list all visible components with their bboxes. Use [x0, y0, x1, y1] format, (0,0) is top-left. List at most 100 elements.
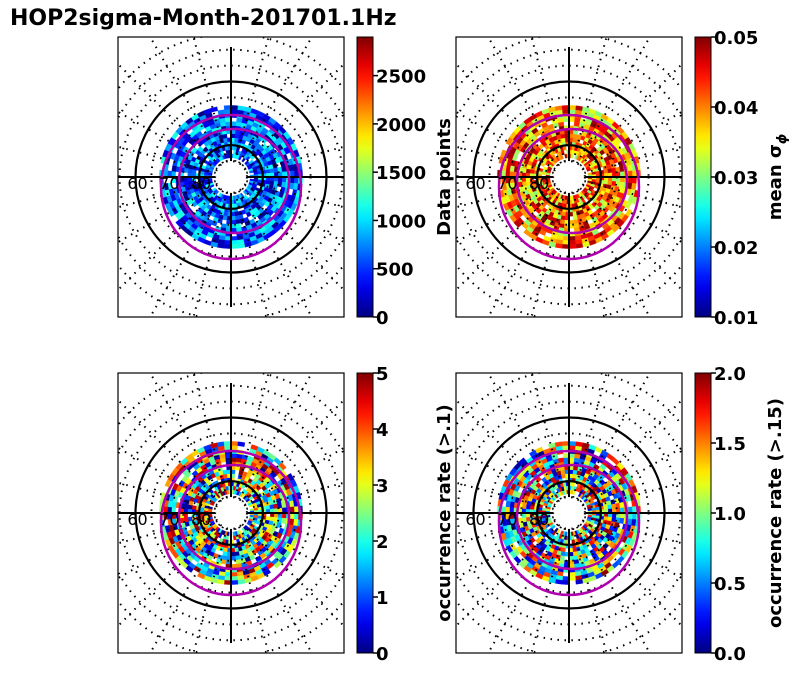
- heatmap-cell: [561, 441, 570, 446]
- colorbar: [356, 372, 374, 654]
- heatmap-cell: [570, 153, 574, 159]
- heatmap-cell: [572, 551, 578, 557]
- colorbar-tick-label: 0.02: [714, 238, 758, 259]
- heatmap-cell: [234, 211, 239, 217]
- heatmap-cell: [210, 106, 218, 113]
- meridian-dotted: [192, 373, 228, 498]
- meridian-dotted: [488, 38, 562, 164]
- heatmap-cell: [572, 211, 577, 217]
- heatmap-cell: [568, 441, 577, 446]
- meridian-dotted: [118, 523, 221, 627]
- heatmap-cell: [554, 243, 563, 249]
- latitude-dotted-circle: [214, 160, 248, 194]
- latitude-label: 70: [497, 510, 517, 529]
- heatmap-cell: [572, 215, 578, 221]
- latitude-label: 80: [529, 510, 549, 529]
- oval-boundary-inner: [177, 463, 291, 571]
- heatmap-cell: [197, 572, 206, 580]
- panel-plot-area: 60 70 80: [456, 37, 682, 317]
- meridian-dotted: [572, 37, 608, 162]
- heatmap-cell: [273, 560, 282, 569]
- meridian-dotted: [234, 37, 270, 162]
- colorbar-tick-label: 0.0: [714, 644, 746, 665]
- latitude-label: 80: [191, 510, 211, 529]
- latitude-dotted-circle: [214, 496, 248, 530]
- heatmap-cell: [611, 503, 617, 509]
- latitude-label: 60: [127, 510, 147, 529]
- panel-frame: [455, 36, 683, 318]
- heatmap-cell: [223, 244, 232, 249]
- heatmap-cell: [560, 133, 566, 139]
- meridian-dotted: [576, 190, 650, 316]
- colorbar-tick-label: 1.0: [714, 504, 746, 525]
- heatmap-cell: [575, 441, 584, 447]
- colorbar-tick-label: 2.0: [714, 364, 746, 385]
- latitude-label: 70: [497, 174, 517, 193]
- heatmap-cell: [217, 109, 225, 115]
- colorbar: [694, 372, 712, 654]
- meridian-dotted: [192, 192, 228, 317]
- colorbar-tick-label: 5: [376, 364, 389, 385]
- meridian-dotted: [234, 528, 270, 653]
- panel-frame: [117, 36, 345, 318]
- heatmap-cell: [223, 441, 232, 446]
- figure-title: HOP2sigma-Month-201701.1Hz: [10, 6, 397, 31]
- heatmap-cell: [269, 504, 275, 510]
- panel-3: 60 70 80 0 1 2 3 4 5 occurrence rate (>.1): [117, 364, 455, 665]
- heatmap-cell: [216, 441, 225, 447]
- meridian-dotted: [150, 38, 224, 164]
- meridian-dotted: [456, 187, 559, 291]
- heatmap-cell: [561, 137, 566, 143]
- heatmap-cell: [237, 579, 246, 585]
- meridian-dotted: [192, 37, 228, 162]
- heatmap-cell: [223, 580, 232, 585]
- panel-frame: [117, 372, 345, 654]
- heatmap-cell: [603, 169, 609, 174]
- heatmap-cell: [572, 547, 577, 553]
- heatmap-cell: [230, 105, 239, 110]
- heatmap-cell: [561, 473, 566, 479]
- heatmap-cell: [573, 219, 579, 225]
- heatmap-cell: [611, 167, 617, 173]
- meridian-dotted: [241, 523, 344, 627]
- meridian-dotted: [530, 192, 566, 317]
- heatmap-cell: [237, 243, 246, 249]
- colorbar-tick-label: 1000: [376, 211, 426, 232]
- latitude-label: 60: [127, 174, 147, 193]
- colorbar-label: mean σϕ: [765, 134, 790, 221]
- colorbar: [356, 36, 374, 318]
- heatmap-cell: [561, 244, 570, 249]
- heatmap-cell: [575, 579, 584, 585]
- latitude-label: 80: [191, 174, 211, 193]
- meridian-dotted: [572, 192, 608, 317]
- oval-boundary-outer: [497, 113, 641, 261]
- meridian-dotted: [118, 63, 221, 167]
- heatmap-cell: [230, 580, 239, 585]
- latitude-dotted-circle: [552, 160, 586, 194]
- heatmap-cell: [234, 215, 240, 221]
- heatmap-cell: [278, 462, 287, 471]
- heatmap-cell: [216, 579, 225, 585]
- heatmap-cell: [234, 551, 240, 557]
- heatmap-cell: [561, 105, 570, 110]
- colorbar-tick-label: 0.05: [714, 28, 758, 49]
- meridian-dotted: [530, 37, 566, 162]
- panel-plot-area: 60 70 80: [118, 373, 344, 653]
- colorbar-tick-label: 0.03: [714, 168, 758, 189]
- heatmap-cell: [230, 244, 239, 249]
- colorbar-tick-label: 0.04: [714, 98, 758, 119]
- meridian-dotted: [150, 190, 224, 316]
- meridian-dotted: [192, 528, 228, 653]
- heatmap-cell: [171, 165, 177, 172]
- colorbar-tick-label: 0.5: [714, 574, 746, 595]
- meridian-dotted: [579, 63, 682, 167]
- meridian-dotted: [456, 63, 559, 167]
- heatmap-cell: [230, 441, 239, 446]
- heatmap-cell: [223, 137, 228, 143]
- colorbar-tick-label: 1500: [376, 163, 426, 184]
- colorbar-tick-label: 1.5: [714, 434, 746, 455]
- heatmap-cell: [575, 243, 584, 249]
- colorbar-tick-label: 0: [376, 308, 389, 329]
- meridian-dotted: [238, 38, 312, 164]
